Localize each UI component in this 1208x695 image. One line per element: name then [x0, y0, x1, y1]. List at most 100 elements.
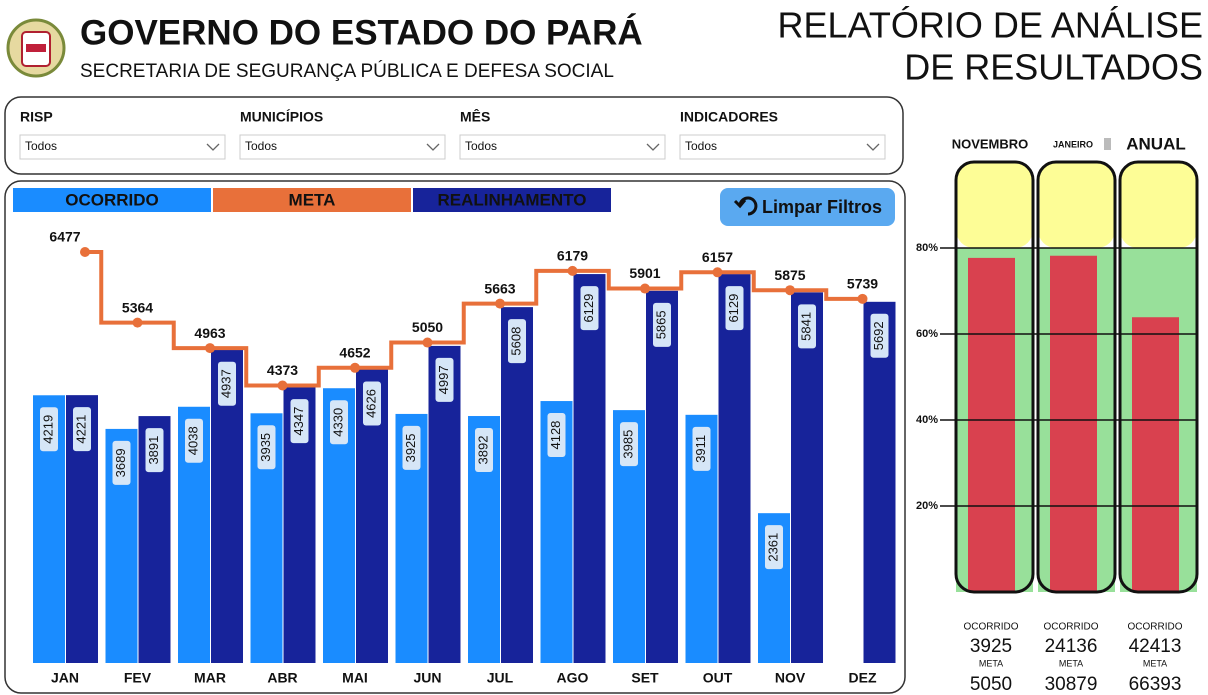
value-label-box: [620, 422, 638, 467]
meta-point: [495, 298, 505, 309]
meta-point: [350, 362, 360, 373]
y-tick-label: 60%: [916, 328, 938, 340]
value-label-box: [145, 428, 164, 473]
filter-dropdown[interactable]: [239, 134, 446, 160]
gauge-frame: [1118, 160, 1199, 594]
value-label: 4330: [330, 408, 345, 437]
legend-label: META: [289, 190, 336, 209]
button-bg[interactable]: [720, 188, 895, 226]
value-label-box: [40, 407, 58, 452]
category-label: NOVEMBRO: [952, 136, 1029, 151]
bar: [968, 257, 1015, 592]
x-tick-label: MAI: [342, 670, 368, 686]
bar: [863, 301, 896, 663]
gauge-frame: [954, 160, 1035, 594]
x-tick-label: DEZ: [849, 670, 877, 686]
category-label: ANUAL: [1126, 134, 1186, 153]
value-label: 3935: [258, 433, 273, 462]
summary-value: 42413: [1129, 636, 1182, 657]
value-label-box: [112, 440, 131, 485]
meta-point: [640, 283, 650, 294]
filter-value[interactable]: Todos: [25, 139, 57, 153]
x-tick-label: MAR: [194, 670, 226, 686]
report-title: RELATÓRIO DE ANÁLISE: [778, 5, 1203, 46]
filter-value[interactable]: Todos: [685, 139, 717, 153]
report-title: DE RESULTADOS: [904, 47, 1203, 88]
filter-label: MÊS: [460, 108, 490, 125]
bar: [718, 274, 751, 663]
value-label: 3985: [620, 430, 635, 459]
value-label: 4038: [185, 426, 200, 455]
meta-label: 5739: [847, 276, 878, 292]
bar: [791, 292, 823, 663]
meta-point: [80, 246, 90, 257]
category-label: JANEIRO: [1053, 139, 1093, 149]
meta-label: 5875: [774, 267, 805, 283]
summary-label: OCORRIDO: [964, 622, 1019, 633]
band-above: [956, 162, 1033, 248]
value-label: 4347: [291, 407, 306, 436]
x-tick-label: ABR: [267, 670, 297, 686]
value-label-box: [402, 425, 421, 470]
value-label: 5692: [871, 321, 886, 350]
filter-label: INDICADORES: [680, 109, 778, 125]
value-label: 3891: [146, 436, 161, 465]
meta-point: [712, 267, 723, 278]
filter-dropdown[interactable]: [679, 134, 886, 160]
value-label: 6129: [726, 294, 741, 323]
value-label-box: [765, 525, 783, 570]
value-label-box: [580, 286, 599, 331]
value-label: 2361: [765, 533, 780, 562]
meta-point: [785, 285, 795, 296]
legend-label: OCORRIDO: [65, 190, 159, 209]
value-label: 5608: [508, 327, 523, 356]
x-tick-label: JAN: [51, 670, 79, 686]
value-label-box: [870, 313, 889, 358]
meta-point: [132, 317, 143, 328]
value-label-box: [257, 425, 276, 470]
value-label-box: [692, 426, 711, 471]
value-label: 4221: [73, 415, 88, 444]
value-label-box: [363, 381, 381, 426]
value-label: 5865: [653, 310, 668, 339]
meta-label: 4652: [339, 345, 370, 361]
filter-value[interactable]: Todos: [465, 139, 497, 153]
value-label-box: [475, 428, 493, 473]
value-label: 5841: [798, 312, 813, 341]
meta-label: 6179: [557, 248, 588, 264]
y-tick-label: 80%: [916, 242, 938, 254]
filter-value[interactable]: Todos: [245, 139, 277, 153]
x-tick-label: NOV: [775, 670, 806, 686]
value-label-box: [508, 319, 526, 364]
summary-label: META: [1059, 658, 1083, 668]
meta-label: 5050: [412, 319, 443, 335]
summary-value: 5050: [970, 674, 1012, 695]
summary-label: OCORRIDO: [1044, 622, 1099, 633]
value-label-box: [435, 357, 454, 402]
value-label-box: [185, 418, 203, 463]
value-label-box: [547, 413, 566, 458]
value-label: 3925: [403, 433, 418, 462]
value-label-box: [290, 399, 309, 444]
y-tick-label: 40%: [916, 414, 938, 426]
legend-label: REALINHAMENTO: [438, 190, 587, 209]
clear-filters-button[interactable]: Limpar Filtros: [720, 188, 895, 226]
summary-label: META: [979, 658, 1003, 668]
value-label: 4128: [548, 421, 563, 450]
summary-label: OCORRIDO: [1128, 622, 1183, 633]
meta-label: 4373: [267, 362, 298, 378]
value-label-box: [725, 286, 744, 331]
x-tick-label: SET: [631, 670, 659, 686]
value-label: 3892: [475, 436, 490, 465]
filter-panel: [4, 96, 904, 175]
legend-swatch: [213, 188, 411, 212]
dropdown-chevron: [206, 143, 220, 151]
filter-label: RISP: [20, 109, 53, 125]
value-label-box: [73, 407, 91, 452]
button-label[interactable]: Limpar Filtros: [762, 197, 882, 217]
meta-label: 6477: [49, 229, 80, 245]
meta-point: [205, 343, 215, 354]
filter-dropdown[interactable]: [19, 134, 226, 160]
bar: [501, 307, 533, 663]
filter-dropdown[interactable]: [459, 134, 666, 160]
